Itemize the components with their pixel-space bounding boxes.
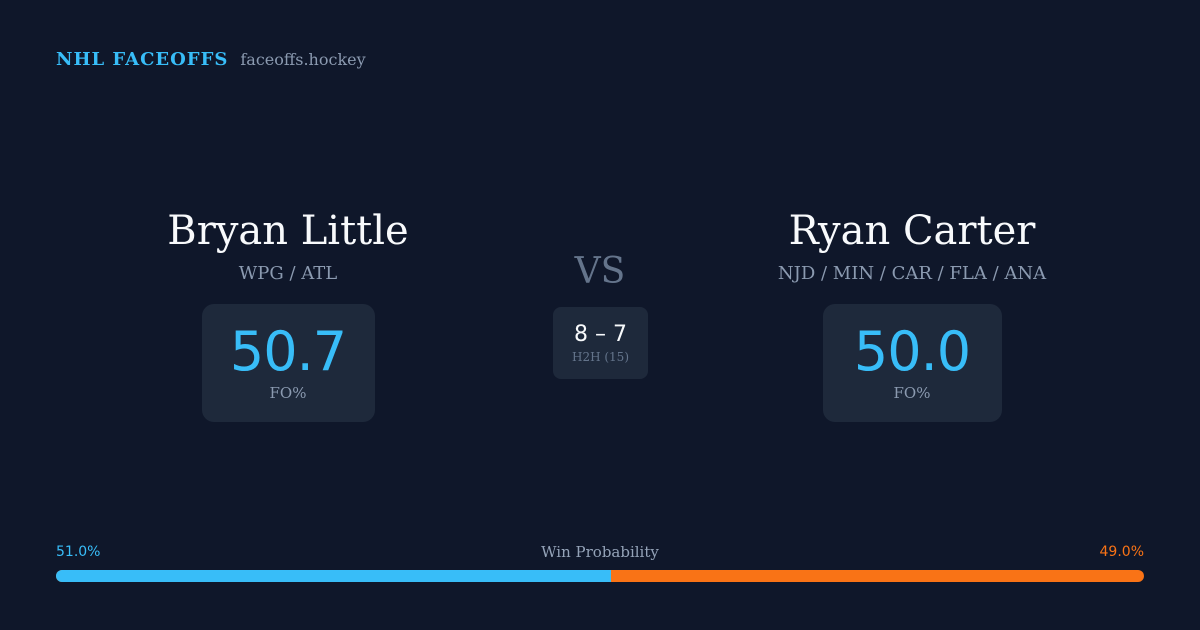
player-left-teams: WPG / ATL <box>238 263 338 284</box>
win-probability-bar-left-fill <box>56 570 611 582</box>
player-right-teams: NJD / MIN / CAR / FLA / ANA <box>777 263 1047 284</box>
player-right-fo-card: 50.0 FO% <box>822 304 1002 422</box>
vs-label: VS <box>574 251 626 292</box>
player-right-fo-value: 50.0 <box>853 320 971 383</box>
win-probability-title: Win Probability <box>541 543 659 561</box>
win-probability-left-value: 51.0% <box>56 544 101 560</box>
player-left-fo-value: 50.7 <box>229 320 347 383</box>
brand-header: NHL FACEOFFS faceoffs.hockey <box>56 49 366 70</box>
player-left-fo-card: 50.7 FO% <box>201 304 375 422</box>
player-left: Bryan Little WPG / ATL 50.7 FO% <box>128 206 448 422</box>
brand-domain[interactable]: faceoffs.hockey <box>240 50 366 69</box>
h2h-label: H2H (15) <box>571 350 629 364</box>
win-probability-bar <box>56 570 1144 582</box>
player-right: Ryan Carter NJD / MIN / CAR / FLA / ANA … <box>712 206 1112 422</box>
brand-title[interactable]: NHL FACEOFFS <box>56 49 229 70</box>
h2h-score: 8 – 7 <box>574 322 627 347</box>
win-probability-right-value: 49.0% <box>1099 544 1144 560</box>
player-left-fo-label: FO% <box>269 384 307 402</box>
player-left-name: Bryan Little <box>167 208 409 254</box>
player-right-name: Ryan Carter <box>788 208 1036 254</box>
player-right-fo-label: FO% <box>893 384 931 402</box>
h2h-card: 8 – 7 H2H (15) <box>553 307 648 379</box>
